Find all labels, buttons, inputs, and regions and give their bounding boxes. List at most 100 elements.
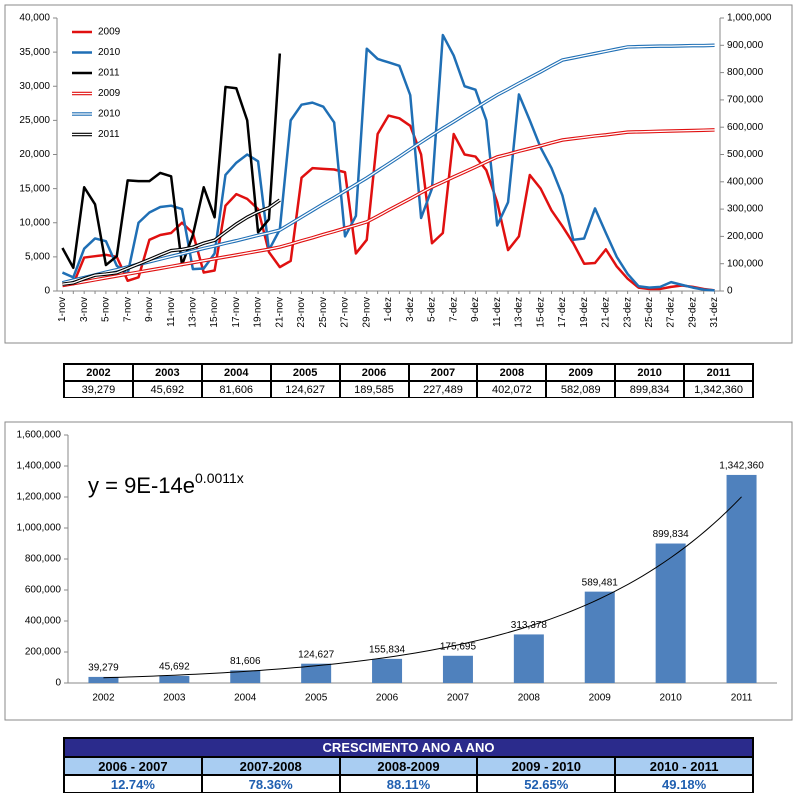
y-tick-label: 0: [44, 286, 50, 297]
y-tick-label: 0: [727, 286, 733, 297]
y-tick-label: 400,000: [727, 176, 764, 187]
x-tick-label: 19-nov: [253, 297, 264, 328]
value-cell: 227,489: [408, 381, 478, 398]
header-cell: 2002: [64, 364, 133, 381]
x-tick-label: 17-dez: [557, 297, 568, 328]
x-tick-label: 29-nov: [361, 297, 372, 328]
value-cell: 49.18%: [615, 775, 753, 793]
header-cell: 2003: [132, 364, 202, 381]
x-tick-label: 21-dez: [601, 297, 612, 328]
y-tick-label: 500,000: [727, 149, 764, 160]
x-tick-label: 7-nov: [122, 297, 133, 322]
value-cell: 402,072: [477, 381, 547, 398]
data-label: 81,606: [230, 656, 261, 667]
bar: [726, 474, 757, 683]
bar: [513, 634, 544, 683]
data-label: 45,692: [159, 662, 190, 673]
value-cell: 45,692: [132, 381, 202, 398]
cumulative-line-core: [62, 129, 715, 287]
y-tick-label: 100,000: [727, 258, 764, 269]
legend-label: 2011: [98, 129, 120, 140]
y-tick-label: 200,000: [25, 647, 62, 658]
data-label: 155,834: [369, 644, 406, 655]
data-label: 589,481: [582, 577, 619, 588]
y-tick-label: 300,000: [727, 204, 764, 215]
header-cell: 2008: [477, 364, 547, 381]
header-cell: 2007: [408, 364, 478, 381]
cumulative-line-core: [62, 44, 715, 284]
x-tick-label: 9-dez: [470, 297, 481, 322]
x-tick-label: 5-nov: [101, 297, 112, 322]
x-tick-label: 1-dez: [383, 297, 394, 322]
value-cell: 12.74%: [64, 775, 202, 793]
y-tick-label: 1,200,000: [17, 492, 62, 503]
y-tick-label: 1,000,000: [17, 523, 62, 534]
y-tick-label: 30,000: [19, 81, 50, 92]
header-cell: 2010 - 2011: [615, 757, 753, 775]
legend-label: 2009: [98, 88, 121, 99]
trendline: [103, 496, 742, 679]
growth-table: CRESCIMENTO ANO A ANO 2006 - 2007 2007-200…: [63, 737, 754, 793]
data-label: 313,378: [511, 620, 548, 631]
y-tick-label: 40,000: [19, 13, 50, 24]
x-tick-label: 1-nov: [57, 297, 68, 322]
x-tick-label: 2010: [660, 693, 683, 704]
bar: [442, 655, 473, 683]
x-tick-label: 15-dez: [535, 297, 546, 328]
year-table: 2002 2003 2004 2005 2006 2007 2008 2009 2010 2011…: [63, 363, 754, 398]
header-cell: 2007-2008: [201, 757, 340, 775]
x-tick-label: 2011: [731, 693, 753, 704]
bar: [88, 676, 119, 683]
y-tick-label: 5,000: [25, 252, 50, 263]
value-cell: 124,627: [270, 381, 340, 398]
legend-label: 2011: [98, 68, 120, 79]
trendline-equation: y = 9E-14e0.0011x: [88, 470, 244, 498]
y-tick-label: 1,400,000: [17, 461, 62, 472]
y-tick-label: 900,000: [727, 40, 764, 51]
x-tick-label: 15-nov: [209, 297, 220, 328]
x-tick-label: 23-nov: [296, 297, 307, 328]
header-cell: 2005: [270, 364, 340, 381]
x-tick-label: 13-dez: [514, 297, 525, 328]
x-tick-label: 2006: [376, 693, 399, 704]
data-label: 39,279: [88, 663, 119, 674]
x-tick-label: 2005: [305, 693, 328, 704]
x-tick-label: 5-dez: [427, 297, 438, 322]
y-tick-label: 25,000: [19, 115, 50, 126]
x-tick-label: 23-dez: [622, 297, 633, 328]
chart-frame: [4, 4, 793, 344]
y-tick-label: 700,000: [727, 95, 764, 106]
value-cell: 1,342,360: [684, 381, 753, 398]
value-cell: 78.36%: [201, 775, 340, 793]
y-tick-label: 400,000: [25, 616, 62, 627]
x-tick-label: 2003: [163, 693, 186, 704]
x-tick-label: 17-nov: [231, 297, 242, 328]
x-tick-label: 31-dez: [709, 297, 720, 328]
header-cell: 2011: [684, 364, 753, 381]
x-tick-label: 2007: [447, 693, 470, 704]
daily-line: [61, 53, 282, 270]
x-tick-label: 3-nov: [79, 297, 90, 322]
x-tick-label: 11-dez: [492, 297, 503, 327]
daily-line: [61, 33, 715, 292]
y-tick-label: 15,000: [19, 183, 50, 194]
bar: [584, 591, 615, 683]
x-tick-label: 29-dez: [687, 297, 698, 328]
bar: [301, 663, 332, 683]
y-tick-label: 35,000: [19, 47, 50, 58]
x-tick-label: 2004: [234, 693, 257, 704]
header-cell: 2010: [615, 364, 685, 381]
value-cell: 899,834: [615, 381, 685, 398]
header-cell: 2008-2009: [339, 757, 478, 775]
x-tick-label: 11-nov: [166, 297, 177, 327]
legend-label: 2010: [98, 47, 121, 58]
data-label: 899,834: [653, 529, 690, 540]
x-tick-label: 19-dez: [579, 297, 590, 328]
y-tick-label: 10,000: [19, 217, 50, 228]
value-cell: 189,585: [339, 381, 409, 398]
value-cell: 582,089: [546, 381, 616, 398]
value-cell: 39,279: [64, 381, 133, 398]
equation-base: y = 9E-14e: [88, 473, 195, 498]
x-tick-label: 25-nov: [318, 297, 329, 328]
